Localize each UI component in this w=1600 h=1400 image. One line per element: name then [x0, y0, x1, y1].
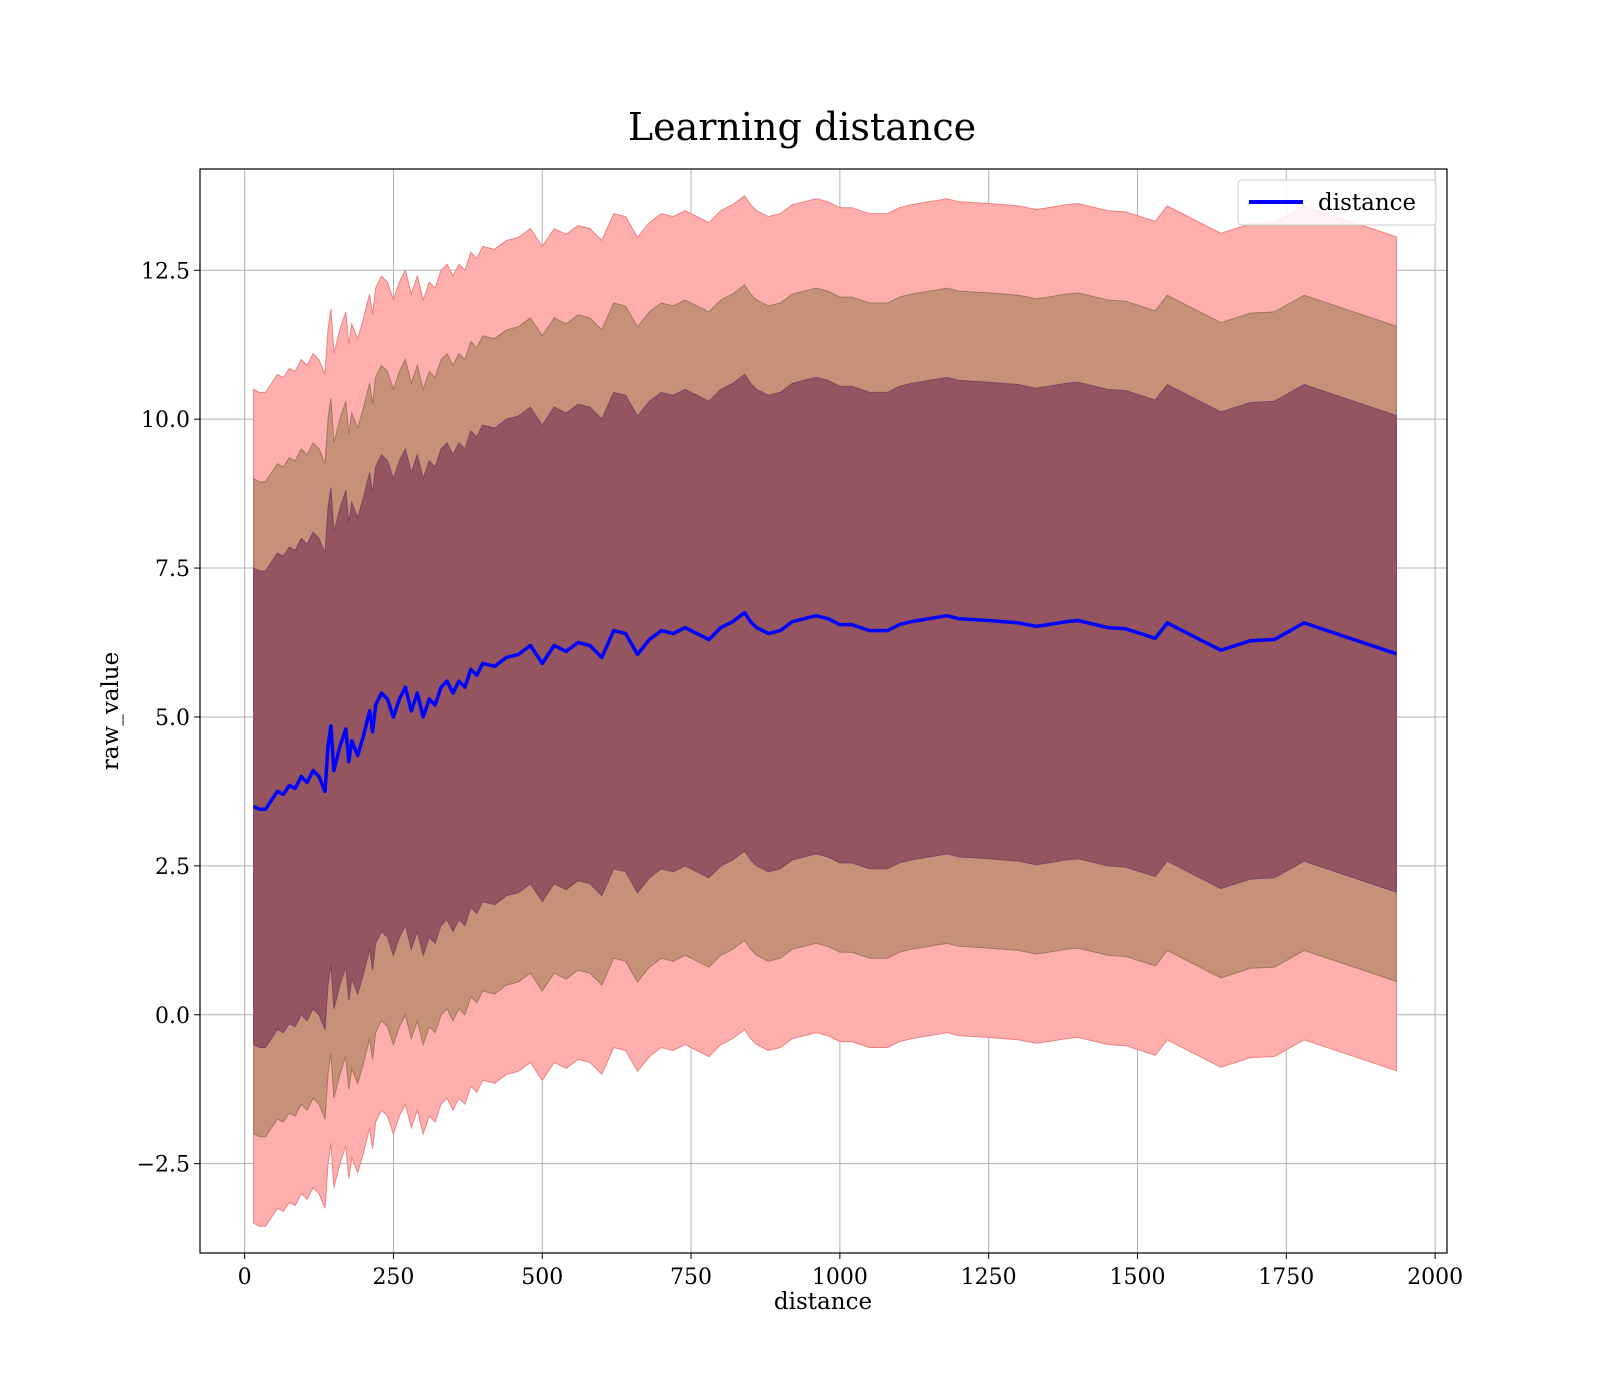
x-tick-label: 2000	[1407, 1265, 1463, 1290]
y-axis-label: raw_value	[98, 652, 124, 770]
legend-box	[1237, 179, 1437, 226]
x-tick-label: 1500	[1109, 1265, 1165, 1290]
band-layer	[253, 195, 1397, 1227]
series-line-distance	[252, 610, 1397, 812]
y-tick-label: 2.5	[155, 855, 190, 880]
line-layer	[252, 610, 1397, 812]
chart-title: Learning distance	[628, 105, 976, 149]
x-axis-ticks: 0 250 500 750 1000 1250 1500 1750 2000	[238, 1253, 1463, 1290]
y-tick-label: 12.5	[141, 259, 190, 284]
x-tick-label: 1250	[961, 1265, 1017, 1290]
x-tick-label: 750	[670, 1265, 712, 1290]
y-tick-label: 5.0	[155, 706, 190, 731]
y-tick-label: −2.5	[137, 1153, 190, 1178]
legend: distance	[1237, 179, 1437, 226]
x-tick-label: 250	[372, 1265, 414, 1290]
x-axis-label: distance	[774, 1289, 872, 1315]
x-tick-label: 1000	[812, 1265, 868, 1290]
x-tick-label: 500	[521, 1265, 563, 1290]
plot-frame	[199, 168, 1448, 1254]
x-tick-label: 1750	[1258, 1265, 1314, 1290]
legend-label-distance: distance	[1318, 190, 1416, 216]
y-tick-label: 10.0	[141, 408, 190, 433]
band-inner	[253, 373, 1397, 1048]
y-axis-ticks: −2.5 0.0 2.5 5.0 7.5 10.0 12.5	[137, 259, 200, 1178]
y-tick-label: 7.5	[155, 557, 190, 582]
x-tick-label: 0	[238, 1265, 252, 1290]
y-tick-label: 0.0	[155, 1004, 190, 1029]
